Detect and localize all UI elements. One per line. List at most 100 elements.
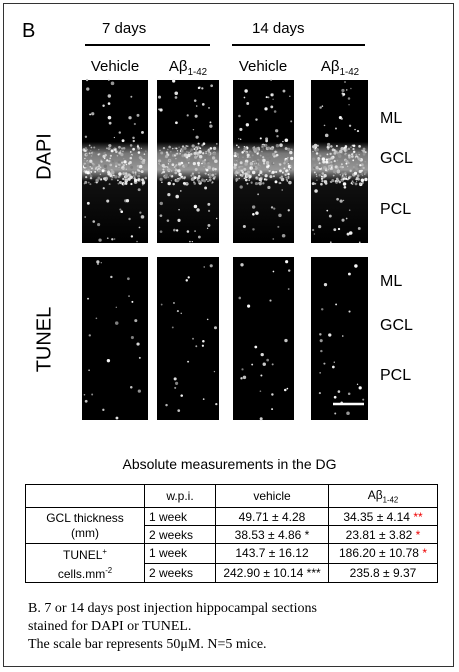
speckle <box>244 178 248 182</box>
speckle <box>187 151 190 154</box>
row-label: TUNEL+ cells.mm-2 <box>25 543 145 583</box>
cell: 2 weeks <box>144 525 216 544</box>
speckle <box>191 144 195 148</box>
speckle <box>167 193 171 197</box>
speckle <box>165 151 169 154</box>
speckle <box>313 233 316 235</box>
speckle <box>185 150 188 154</box>
caption-line: The scale bar represents 50μM. N=5 mice. <box>28 637 267 652</box>
speckle <box>89 159 93 163</box>
speckle <box>204 159 206 161</box>
speckle <box>159 214 163 217</box>
speckle <box>351 155 354 158</box>
speckle <box>110 170 115 175</box>
speckle <box>257 158 260 162</box>
speckle <box>334 127 337 130</box>
speckle <box>84 157 86 160</box>
table-row: TUNEL+ cells.mm-2 1 week 143.7 ± 16.12 186.2… <box>25 543 438 583</box>
speckle <box>213 326 218 330</box>
speckle <box>242 156 244 158</box>
speckle <box>259 137 262 140</box>
speckle <box>186 114 189 117</box>
speckle <box>215 217 218 220</box>
speckle <box>201 103 205 106</box>
stain-label: DAPI <box>33 133 56 180</box>
speckle <box>341 152 343 154</box>
speckle <box>181 145 185 148</box>
speckle <box>141 130 144 134</box>
speckle <box>283 167 286 170</box>
speckle <box>190 174 193 177</box>
speckle <box>186 157 190 162</box>
speckle <box>130 235 134 238</box>
speckle <box>255 176 258 179</box>
speckle <box>137 188 141 192</box>
speckle <box>318 174 321 177</box>
micrograph <box>82 257 148 420</box>
speckle <box>138 180 141 183</box>
speckle <box>335 144 338 147</box>
header-cell <box>25 484 145 508</box>
speckle <box>317 161 320 164</box>
caption-line: stained for DAPI or TUNEL. <box>28 619 192 634</box>
speckle <box>176 152 178 155</box>
speckle <box>253 156 257 161</box>
speckle <box>343 148 347 152</box>
speckle <box>357 227 361 230</box>
region-label: GCL <box>380 150 413 167</box>
speckle <box>111 169 114 171</box>
speckle <box>130 335 134 340</box>
speckle <box>269 175 273 179</box>
speckle <box>138 156 142 160</box>
speckle <box>324 169 328 172</box>
speckle <box>199 155 203 159</box>
speckle <box>330 156 334 159</box>
speckle <box>273 155 276 158</box>
value: 23.81 ± 3.82 <box>345 527 413 542</box>
speckle <box>351 153 353 156</box>
time-header: 7 days <box>102 20 147 37</box>
speckle <box>102 187 105 190</box>
speckle <box>267 185 271 190</box>
speckle <box>141 183 144 186</box>
speckle <box>266 358 269 362</box>
speckle <box>86 201 90 205</box>
speckle <box>195 150 197 152</box>
cell: 1 week <box>144 507 216 526</box>
speckle <box>89 173 91 175</box>
speckle <box>141 178 145 182</box>
speckle <box>278 163 282 166</box>
speckle <box>265 160 270 165</box>
speckle <box>287 147 291 152</box>
speckle <box>339 174 341 176</box>
header-cell: w.p.i. <box>144 484 216 508</box>
speckle <box>214 167 217 171</box>
speckle <box>348 156 351 159</box>
speckle <box>270 166 273 170</box>
speckle <box>290 165 293 168</box>
speckle <box>284 147 288 150</box>
speckle <box>271 408 274 411</box>
speckle <box>254 161 257 164</box>
speckle <box>235 174 237 177</box>
speckle <box>352 168 356 172</box>
speckle <box>320 349 323 353</box>
speckle <box>334 412 337 415</box>
speckle <box>270 147 274 151</box>
speckle <box>157 95 162 99</box>
speckle <box>117 179 119 182</box>
speckle <box>252 213 255 216</box>
speckle <box>336 159 339 162</box>
speckle <box>318 392 321 395</box>
speckle <box>129 156 133 160</box>
speckle <box>284 173 287 176</box>
speckle <box>113 174 115 177</box>
speckle <box>328 333 332 337</box>
speckle <box>172 147 174 150</box>
micrograph <box>157 80 219 243</box>
row-label: GCL thickness (mm) <box>25 507 145 544</box>
speckle <box>319 154 322 158</box>
speckle <box>174 386 177 389</box>
speckle <box>183 146 187 150</box>
speckle <box>273 110 277 113</box>
